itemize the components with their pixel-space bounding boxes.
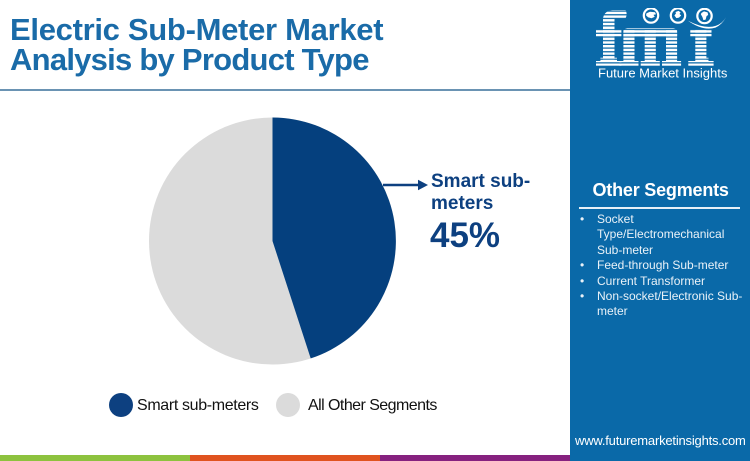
svg-text:Future Market Insights: Future Market Insights bbox=[598, 66, 728, 81]
